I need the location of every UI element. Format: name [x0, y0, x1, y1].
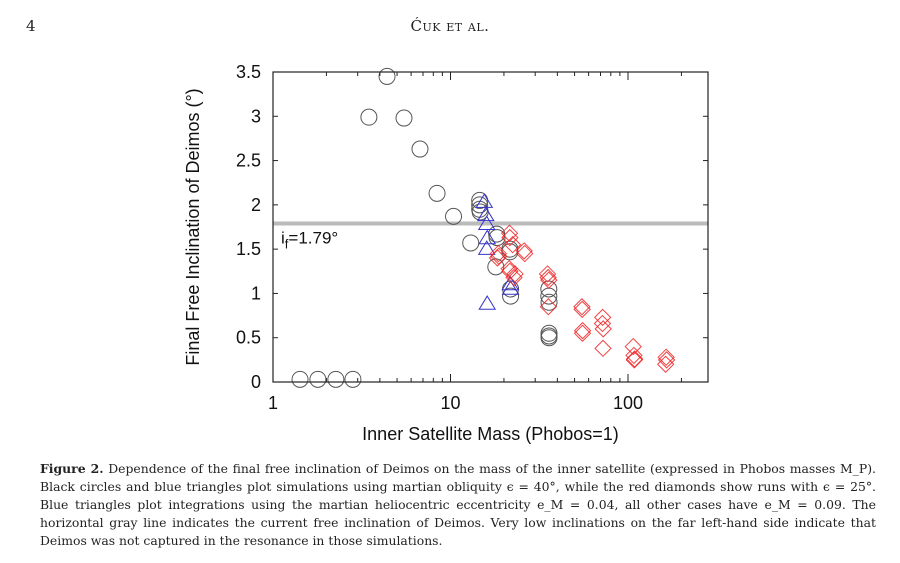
data-point-circle [327, 370, 345, 388]
data-point-diamond [539, 298, 558, 316]
data-point-diamond [501, 228, 519, 247]
data-point-circle [378, 67, 396, 85]
data-point-diamond [594, 339, 612, 358]
data-point-diamond [657, 351, 676, 369]
data-point-diamond [539, 268, 557, 287]
caption-label: Figure 2. [40, 461, 104, 476]
reference-line-label: if=1.79° [281, 228, 338, 251]
data-point-circle [471, 196, 489, 214]
y-tick-label: 2 [251, 195, 261, 215]
running-head: Ćuk et al. [410, 17, 490, 35]
data-point-diamond [625, 346, 643, 365]
data-point-diamond [573, 321, 592, 340]
data-point-circle [309, 370, 327, 388]
data-point-diamond [501, 262, 519, 280]
data-point-triangle [501, 280, 520, 295]
data-point-triangle [477, 215, 496, 231]
y-tick-label: 3.5 [236, 62, 261, 82]
data-point-triangle [476, 206, 495, 222]
data-point-triangle [478, 229, 497, 245]
data-point-circle [411, 140, 429, 158]
ref-label-main: i [281, 228, 285, 247]
data-point-diamond [625, 351, 643, 369]
data-point-diamond [573, 324, 592, 342]
data-point-diamond [489, 244, 508, 263]
y-tick-label: 0.5 [236, 328, 261, 348]
data-point-diamond [506, 265, 524, 283]
y-tick-label: 2.5 [236, 151, 261, 171]
data-point-triangle [501, 275, 520, 291]
y-tick-label: 1 [251, 283, 261, 303]
plot-frame [272, 71, 709, 383]
y-axis-label: Final Free Inclination of Deimos (°) [183, 88, 203, 365]
data-point-diamond [505, 268, 523, 287]
data-point-circle [502, 287, 520, 305]
data-point-triangle [478, 295, 497, 310]
data-point-diamond [488, 249, 507, 267]
data-point-circle [540, 293, 558, 311]
data-point-circle [445, 207, 463, 225]
x-tick-label: 10 [440, 393, 460, 413]
data-point-diamond [624, 337, 642, 356]
y-tick-label: 0 [251, 372, 261, 392]
data-point-circle [360, 108, 378, 126]
caption-text: Dependence of the final free inclination… [40, 461, 876, 548]
inclination-scatter-chart: 0 0.5 1 1.5 2 2.5 3 3.5 1 10 100 if=1.79° Inner Sa… [183, 62, 709, 444]
data-point-circle [291, 370, 309, 388]
data-point-circle [428, 184, 446, 202]
y-tick-label: 1.5 [236, 239, 261, 259]
x-axis-label: Inner Satellite Mass (Phobos=1) [362, 424, 619, 444]
figure-caption: Figure 2. Dependence of the final free i… [40, 460, 876, 550]
data-point-diamond [500, 224, 519, 242]
data-point-circle [462, 234, 480, 252]
data-point-diamond [515, 242, 533, 260]
data-point-diamond [538, 265, 557, 283]
data-point-circle [488, 229, 506, 247]
x-tick-label: 100 [613, 393, 643, 413]
data-point-diamond [593, 308, 612, 327]
data-point-circle [540, 329, 558, 347]
data-point-diamond [593, 314, 612, 333]
data-point-circle [344, 370, 362, 388]
data-point-triangle [477, 240, 496, 255]
x-tick-label: 1 [268, 393, 278, 413]
data-point-circle [395, 109, 413, 127]
data-point-diamond [516, 244, 534, 263]
y-tick-label: 3 [251, 106, 261, 126]
data-point-diamond [656, 355, 675, 373]
data-point-diamond [540, 271, 558, 289]
data-point-diamond [573, 298, 591, 316]
data-point-triangle [475, 193, 494, 208]
data-point-diamond [594, 320, 612, 338]
data-point-diamond [573, 300, 591, 319]
page-number: 4 [26, 17, 36, 35]
ref-label-value: =1.79° [288, 228, 338, 247]
ref-label-sub: f [285, 236, 289, 251]
data-point-diamond [503, 236, 522, 254]
data-point-diamond [657, 348, 675, 366]
